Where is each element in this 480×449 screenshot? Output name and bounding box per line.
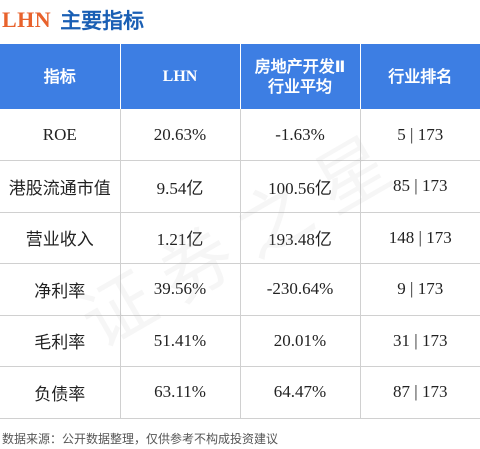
header-industry-line2: 行业平均 — [267, 76, 332, 96]
title-ticker: LHN — [2, 7, 52, 32]
row-company-value: 20.63% — [120, 109, 241, 161]
header-indicator: 指标 — [0, 44, 121, 109]
row-rank: 87 | 173 — [360, 366, 480, 419]
row-name: 负债率 — [0, 366, 121, 419]
row-company-value: 39.56% — [120, 263, 241, 316]
header-industry-average: 房地产开发Ⅱ 行业平均 — [240, 44, 361, 109]
row-name: 港股流通市值 — [0, 160, 121, 213]
data-source-footer: 数据来源：公开数据整理，仅供参考不构成投资建议 — [2, 432, 279, 446]
row-rank: 31 | 173 — [360, 315, 480, 367]
row-industry-average: 20.01% — [240, 315, 361, 367]
row-rank: 5 | 173 — [360, 109, 480, 161]
header-company: LHN — [120, 44, 241, 109]
header-industry-line1: 房地产开发Ⅱ — [254, 56, 346, 76]
table-row: ROE 20.63% -1.63% 5 | 173 — [0, 109, 480, 161]
row-rank: 85 | 173 — [360, 160, 480, 213]
row-name: ROE — [0, 109, 121, 161]
table-header-row: 指标 LHN 房地产开发Ⅱ 行业平均 行业排名 — [0, 44, 480, 109]
page-title: LHN 主要指标 — [0, 0, 480, 40]
row-industry-average: 193.48亿 — [240, 212, 361, 264]
table-row: 港股流通市值 9.54亿 100.56亿 85 | 173 — [0, 160, 480, 213]
table-row: 毛利率 51.41% 20.01% 31 | 173 — [0, 315, 480, 367]
row-industry-average: 100.56亿 — [240, 160, 361, 213]
table-row: 营业收入 1.21亿 193.48亿 148 | 173 — [0, 212, 480, 264]
row-name: 营业收入 — [0, 212, 121, 264]
row-company-value: 9.54亿 — [120, 160, 241, 213]
row-company-value: 1.21亿 — [120, 212, 241, 264]
row-rank: 148 | 173 — [360, 212, 480, 264]
row-name: 毛利率 — [0, 315, 121, 367]
row-rank: 9 | 173 — [360, 263, 480, 316]
row-company-value: 63.11% — [120, 366, 241, 419]
row-industry-average: -230.64% — [240, 263, 361, 316]
row-industry-average: 64.47% — [240, 366, 361, 419]
row-company-value: 51.41% — [120, 315, 241, 367]
metrics-table: 指标 LHN 房地产开发Ⅱ 行业平均 行业排名 ROE 20.63% -1.63… — [0, 44, 480, 419]
title-text: 主要指标 — [60, 9, 145, 33]
header-rank: 行业排名 — [360, 44, 480, 109]
table-row: 负债率 63.11% 64.47% 87 | 173 — [0, 366, 480, 419]
row-industry-average: -1.63% — [240, 109, 361, 161]
row-name: 净利率 — [0, 263, 121, 316]
table-row: 净利率 39.56% -230.64% 9 | 173 — [0, 263, 480, 316]
